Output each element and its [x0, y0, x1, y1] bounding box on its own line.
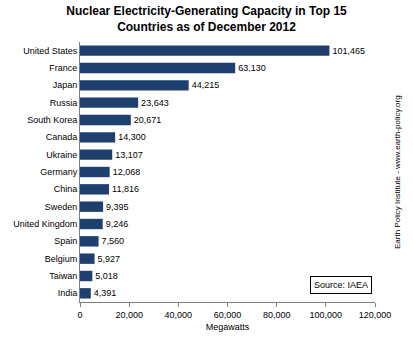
- svg-text:120,000: 120,000: [359, 310, 392, 320]
- svg-text:11,816: 11,816: [112, 184, 139, 194]
- svg-text:9,395: 9,395: [106, 202, 129, 212]
- svg-text:5,927: 5,927: [98, 254, 121, 264]
- svg-text:South Korea: South Korea: [27, 115, 77, 125]
- svg-text:India: India: [58, 288, 78, 298]
- svg-text:63,130: 63,130: [238, 63, 266, 73]
- svg-text:14,300: 14,300: [118, 132, 146, 142]
- svg-text:13,107: 13,107: [115, 150, 143, 160]
- svg-text:Nuclear Electricity-Generating: Nuclear Electricity-Generating Capacity …: [66, 4, 347, 34]
- svg-text:Source: IAEA: Source: IAEA: [314, 280, 368, 290]
- svg-text:20,671: 20,671: [134, 115, 162, 125]
- svg-text:United Kingdom: United Kingdom: [13, 219, 77, 229]
- svg-text:5,018: 5,018: [95, 271, 118, 281]
- svg-text:China: China: [54, 184, 78, 194]
- svg-text:Earth Policy Institute - www.e: Earth Policy Institute - www.earth-polic…: [393, 95, 402, 249]
- svg-text:60,000: 60,000: [214, 310, 242, 320]
- svg-text:Japan: Japan: [53, 80, 78, 90]
- svg-text:France: France: [49, 63, 77, 73]
- svg-text:80,000: 80,000: [263, 310, 291, 320]
- svg-text:101,465: 101,465: [332, 46, 365, 56]
- svg-text:9,246: 9,246: [106, 219, 129, 229]
- svg-text:0: 0: [77, 310, 82, 320]
- svg-text:Taiwan: Taiwan: [49, 271, 77, 281]
- svg-text:44,215: 44,215: [192, 80, 220, 90]
- svg-text:23,643: 23,643: [141, 98, 169, 108]
- svg-text:Ukraine: Ukraine: [46, 150, 77, 160]
- svg-text:100,000: 100,000: [310, 310, 343, 320]
- svg-text:Germany: Germany: [40, 167, 78, 177]
- svg-text:Megawatts: Megawatts: [206, 322, 250, 332]
- svg-text:Sweden: Sweden: [45, 202, 78, 212]
- svg-text:Belgium: Belgium: [45, 254, 78, 264]
- svg-text:Russia: Russia: [50, 98, 78, 108]
- svg-text:40,000: 40,000: [165, 310, 193, 320]
- svg-text:Canada: Canada: [46, 132, 78, 142]
- svg-text:4,391: 4,391: [94, 288, 117, 298]
- svg-text:12,068: 12,068: [113, 167, 141, 177]
- svg-text:20,000: 20,000: [115, 310, 143, 320]
- svg-text:Spain: Spain: [54, 236, 77, 246]
- svg-text:United States: United States: [23, 46, 78, 56]
- svg-text:7,560: 7,560: [102, 236, 125, 246]
